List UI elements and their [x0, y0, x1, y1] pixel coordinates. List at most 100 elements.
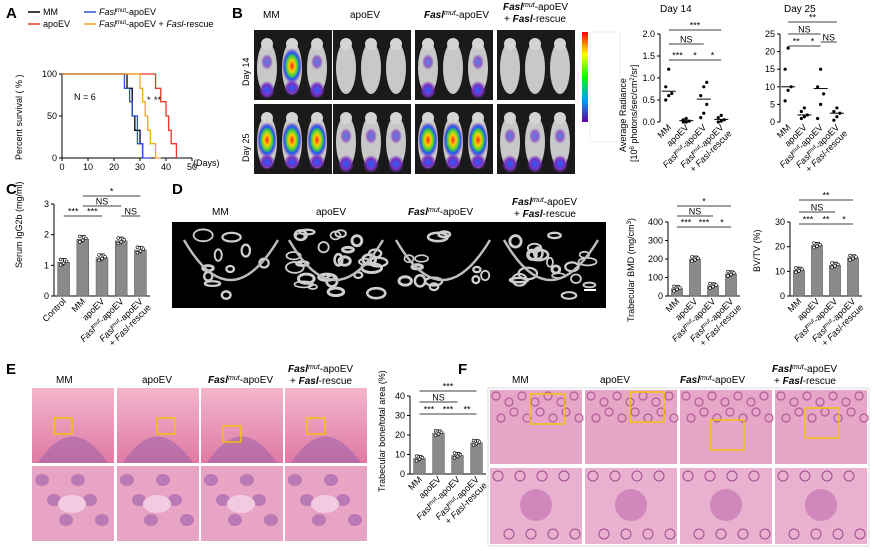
y-axis-label: Percent survival ( % ) [14, 74, 24, 160]
bone-fragment [58, 495, 86, 513]
data-point [103, 255, 107, 259]
y-tick-label: 3 [44, 199, 49, 209]
tubule [669, 413, 679, 423]
data-point [816, 116, 820, 121]
survival-line-2 [62, 73, 151, 159]
glomerulus [520, 489, 552, 521]
y-tick-label: 400 [648, 217, 663, 227]
col-rescue-l1: Faslmut-apoEV [503, 2, 568, 13]
data-point [815, 244, 819, 248]
bar [829, 264, 841, 297]
bvtv-ylabel: BV/TV (%) [752, 229, 762, 272]
y-tick-label: 0 [400, 469, 405, 479]
sig-label: *** [803, 215, 814, 225]
cell-cluster [264, 514, 278, 526]
y-tick-label: 0 [770, 117, 775, 127]
col-apoev: apoEV [350, 10, 380, 21]
sig-label: ** [822, 215, 830, 225]
e-ylabel: Trabecular bone/total area (%) [377, 370, 387, 492]
data-point [455, 454, 460, 458]
bli-signal [284, 80, 300, 96]
panel-e-chart: 010203040MMapoEVFaslmut-apoEVFaslmut-apo… [395, 382, 489, 527]
data-point [786, 88, 790, 92]
col-mm: MM [263, 10, 280, 21]
data-point [714, 283, 718, 287]
mouse-head [365, 112, 377, 124]
tubule [737, 528, 749, 540]
mouse-body [443, 42, 463, 94]
bli-signal [257, 122, 277, 158]
data-point [830, 265, 834, 270]
data-point [699, 94, 703, 98]
bar [432, 432, 445, 475]
data-point [783, 67, 787, 71]
mouse-head [286, 38, 298, 50]
cell-cluster [95, 514, 109, 526]
bone-fragment [143, 495, 171, 513]
sig-label: NS [680, 35, 693, 45]
data-point [420, 455, 425, 460]
cell-cluster [59, 514, 73, 526]
data-point [436, 432, 441, 436]
label-part: mut [446, 496, 458, 508]
data-point [141, 247, 146, 251]
tubule [530, 397, 540, 407]
y-tick-label: 0.0 [642, 117, 655, 127]
cell-cluster [348, 514, 362, 526]
label-part: mut [701, 318, 713, 330]
glomerulus [710, 489, 742, 521]
trabecular-strut [397, 275, 413, 287]
cell-cluster [312, 514, 326, 526]
d-col-mm: MM [212, 207, 229, 218]
tubule [653, 470, 665, 482]
trabecular-strut [547, 231, 562, 240]
mouse-head [261, 38, 273, 50]
data-point [78, 234, 82, 239]
data-point [848, 258, 852, 262]
tubule [617, 413, 627, 423]
panel-letter-a: A [6, 5, 17, 22]
legend-apoev: apoEV [43, 19, 70, 29]
sig-label: NS [811, 203, 824, 213]
data-point [708, 286, 712, 290]
trabecular-strut [527, 248, 550, 262]
trabecular-strut [240, 243, 252, 258]
data-point [812, 241, 816, 245]
legend-rescue: Faslmut-apoEV + Fasl-rescue [99, 19, 213, 29]
cell-cluster [71, 474, 85, 486]
mouse-head [554, 112, 566, 124]
sig-label: NS [96, 197, 109, 207]
cell-cluster [336, 494, 350, 506]
data-point [726, 269, 730, 274]
y-tick-label: 100 [648, 273, 663, 283]
tubule [821, 470, 833, 482]
e-col-mut: Faslmut-apoEV [208, 375, 273, 386]
d-col-rescue-l2: + Fasl-rescue [514, 209, 576, 220]
b-ylabel-2: [106 photons/sec/cm2/sr] [629, 65, 639, 162]
panel-letter-b: B [232, 5, 243, 22]
data-point [664, 98, 668, 102]
tubule [547, 528, 559, 540]
f-col-rescue-l1: Faslmut-apoEV [772, 364, 837, 375]
bli-signal [282, 48, 302, 84]
trabecular-strut [560, 291, 578, 300]
tubule [776, 391, 786, 401]
tubule [609, 470, 621, 482]
tubule [642, 528, 654, 540]
b-ylabel-1: Average Radiance [618, 78, 628, 152]
trabecular-strut [582, 281, 597, 289]
data-point [830, 261, 834, 265]
chart-title-day25: Day 25 [784, 4, 816, 15]
cell-cluster [288, 474, 302, 486]
data-point [433, 433, 438, 438]
data-point [672, 289, 676, 293]
survival-line-0 [62, 73, 144, 158]
trabecular-strut [526, 242, 543, 254]
trabecular-strut [296, 272, 316, 285]
trabecular-strut [403, 254, 415, 264]
y-tick-label: 1.0 [642, 73, 655, 83]
zoom-box [709, 419, 745, 451]
panel-d-microct: MM apoEV Faslmut-apoEV Faslmut-apoEV + F… [172, 197, 606, 308]
y-tick-label: 10 [765, 82, 775, 92]
